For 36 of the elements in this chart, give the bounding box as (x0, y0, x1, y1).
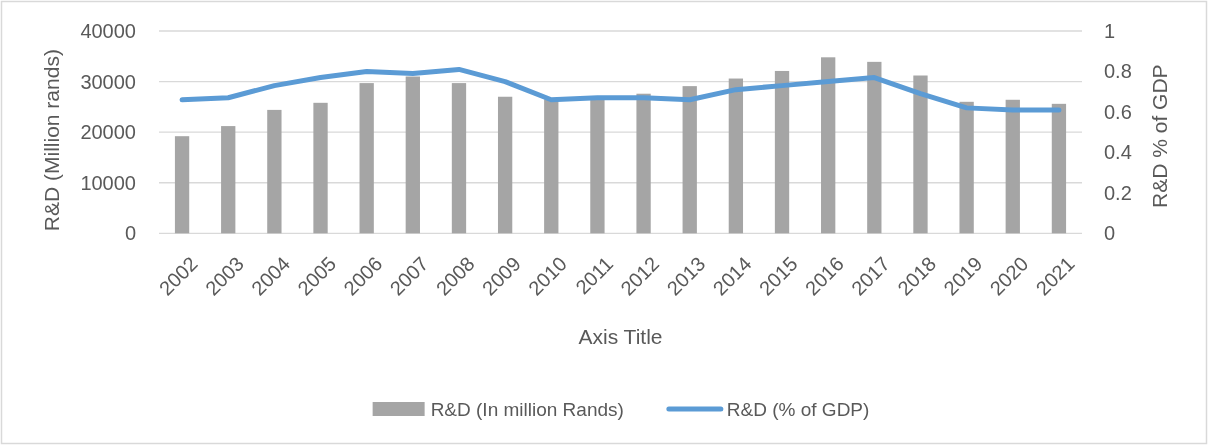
legend-label: R&D (In million Rands) (430, 398, 624, 420)
bar (959, 101, 974, 234)
bar (313, 102, 328, 234)
bar (913, 75, 928, 234)
bar (497, 96, 513, 234)
y-axis-title: R&D (Million rands) (40, 49, 64, 232)
bar (774, 70, 790, 234)
bar (544, 99, 559, 234)
bar (590, 97, 605, 234)
bar (174, 136, 190, 234)
y-tick-label: 30000 (80, 70, 136, 93)
y-tick-label: 10000 (80, 171, 136, 194)
bar (221, 126, 236, 234)
y2-tick-label: 0.6 (1104, 100, 1132, 123)
bar (682, 86, 697, 234)
y-tick-label: 20000 (80, 121, 136, 144)
y2-tick-label: 0.4 (1104, 141, 1132, 164)
bar (1005, 99, 1020, 234)
bar (1051, 103, 1067, 234)
bar (636, 93, 651, 234)
bar (359, 83, 374, 234)
bar (451, 83, 467, 234)
x-axis-title: Axis Title (578, 325, 663, 349)
y2-tick-label: 0.8 (1104, 60, 1132, 83)
bar (405, 76, 420, 234)
bar (821, 57, 836, 234)
y-tick-label: 0 (124, 222, 136, 245)
legend-label: R&D (% of GDP) (726, 398, 870, 420)
y-tick-label: 40000 (80, 20, 136, 42)
y2-tick-label: 1 (1104, 20, 1116, 42)
bar (728, 78, 744, 234)
bar (867, 61, 882, 234)
y2-axis-title: R&D % of GDP (1148, 64, 1172, 208)
bar (267, 109, 282, 234)
y2-tick-label: 0.2 (1104, 181, 1132, 204)
y2-tick-label: 0 (1104, 222, 1116, 245)
